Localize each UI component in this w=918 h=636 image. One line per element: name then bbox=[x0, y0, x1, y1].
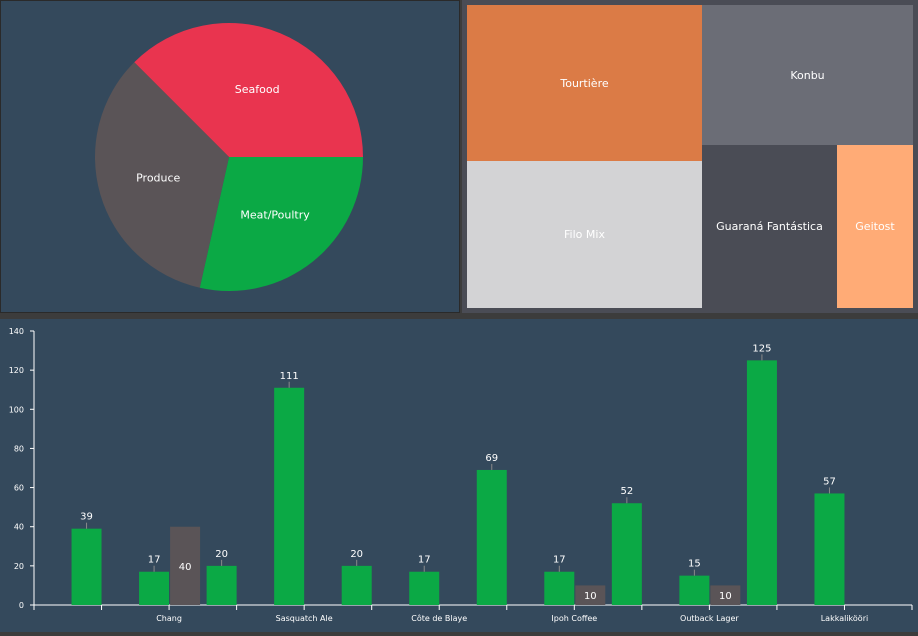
tile-label: Filo Mix bbox=[564, 228, 605, 241]
bar-1-3[interactable] bbox=[274, 387, 305, 605]
bar-1-9[interactable] bbox=[679, 575, 710, 605]
treemap-tile-filo-mix[interactable]: Filo Mix bbox=[467, 161, 702, 308]
y-tick-label: 0 bbox=[19, 601, 24, 610]
pie-slice-seafood[interactable] bbox=[134, 22, 363, 157]
bar-1-7[interactable] bbox=[544, 571, 575, 605]
y-tick-label: 60 bbox=[14, 484, 24, 493]
data-label: 17 bbox=[418, 555, 431, 566]
treemap-tile-geitost[interactable]: Geitost bbox=[837, 145, 913, 308]
treemap-tile-konbu[interactable]: Konbu bbox=[702, 5, 913, 145]
tile-label: Konbu bbox=[790, 68, 825, 82]
bar-1-6[interactable] bbox=[476, 469, 507, 605]
data-label: 20 bbox=[350, 549, 363, 560]
bar-1-2[interactable] bbox=[206, 565, 237, 605]
bar-1-11[interactable] bbox=[814, 493, 845, 605]
data-label: 57 bbox=[823, 476, 836, 487]
bar-1-4[interactable] bbox=[341, 565, 372, 605]
data-label: 10 bbox=[719, 591, 732, 602]
data-label: 10 bbox=[584, 591, 597, 602]
pie-chart: Seafood Meat/Poultry Produce bbox=[95, 22, 363, 291]
data-label: 17 bbox=[148, 555, 161, 566]
data-label: 39 bbox=[80, 512, 93, 523]
pie-chart-panel: Seafood Meat/Poultry Produce bbox=[0, 0, 460, 313]
x-tick-label: Outback Lager bbox=[680, 614, 739, 623]
pie-slice-produce[interactable] bbox=[95, 62, 229, 288]
y-tick-label: 40 bbox=[14, 523, 24, 532]
x-tick-label: Ipoh Coffee bbox=[551, 614, 597, 623]
x-tick-label: Lakkalikööri bbox=[821, 614, 868, 623]
bar-1-10[interactable] bbox=[746, 360, 777, 605]
bar-2-9[interactable] bbox=[710, 585, 741, 605]
bar-2-7[interactable] bbox=[575, 585, 606, 605]
y-tick-label: 20 bbox=[14, 562, 24, 571]
bar-1-1[interactable] bbox=[139, 571, 170, 605]
x-tick-label: Sasquatch Ale bbox=[276, 614, 333, 623]
bar-1-0[interactable] bbox=[71, 528, 102, 605]
tile-label: Geitost bbox=[855, 220, 895, 233]
treemap-tile-tourtiere[interactable]: Tourtière bbox=[467, 5, 702, 161]
data-label: 125 bbox=[752, 343, 771, 354]
pie-slice-meat-poultry[interactable] bbox=[199, 157, 363, 291]
y-tick-label: 140 bbox=[9, 327, 24, 336]
y-tick-label: 100 bbox=[9, 405, 24, 414]
bar-1-5[interactable] bbox=[409, 571, 440, 605]
data-label: 69 bbox=[485, 453, 498, 464]
pie-label-meat-poultry: Meat/Poultry bbox=[240, 209, 310, 222]
tile-label: Guaraná Fantástica bbox=[716, 220, 823, 233]
y-tick-label: 80 bbox=[14, 444, 24, 453]
bar-2-1[interactable] bbox=[170, 526, 201, 605]
bar-1-8[interactable] bbox=[611, 503, 642, 605]
bar-chart-panel: 0 20 40 60 80 100 120 140 39 Chang 17 40 20 Sasquatch… bbox=[0, 319, 918, 632]
data-label: 17 bbox=[553, 555, 566, 566]
treemap: Tourtière Filo Mix Konbu Guaraná Fantást… bbox=[467, 5, 913, 308]
x-tick-label: Chang bbox=[156, 614, 182, 623]
tile-label: Tourtière bbox=[560, 76, 609, 90]
data-label: 15 bbox=[688, 559, 701, 570]
data-label: 111 bbox=[280, 371, 299, 382]
pie-label-seafood: Seafood bbox=[235, 83, 280, 96]
treemap-tile-guarana-fantastica[interactable]: Guaraná Fantástica bbox=[702, 145, 837, 308]
data-label: 52 bbox=[620, 486, 633, 497]
y-tick-label: 120 bbox=[9, 366, 24, 375]
treemap-panel: Tourtière Filo Mix Konbu Guaraná Fantást… bbox=[462, 0, 918, 313]
bar-chart: 0 20 40 60 80 100 120 140 39 Chang 17 40 20 Sasquatch… bbox=[9, 327, 913, 623]
data-label: 40 bbox=[179, 562, 192, 573]
pie-label-produce: Produce bbox=[136, 172, 180, 185]
data-label: 20 bbox=[215, 549, 228, 560]
x-tick-label: Côte de Blaye bbox=[411, 613, 467, 623]
